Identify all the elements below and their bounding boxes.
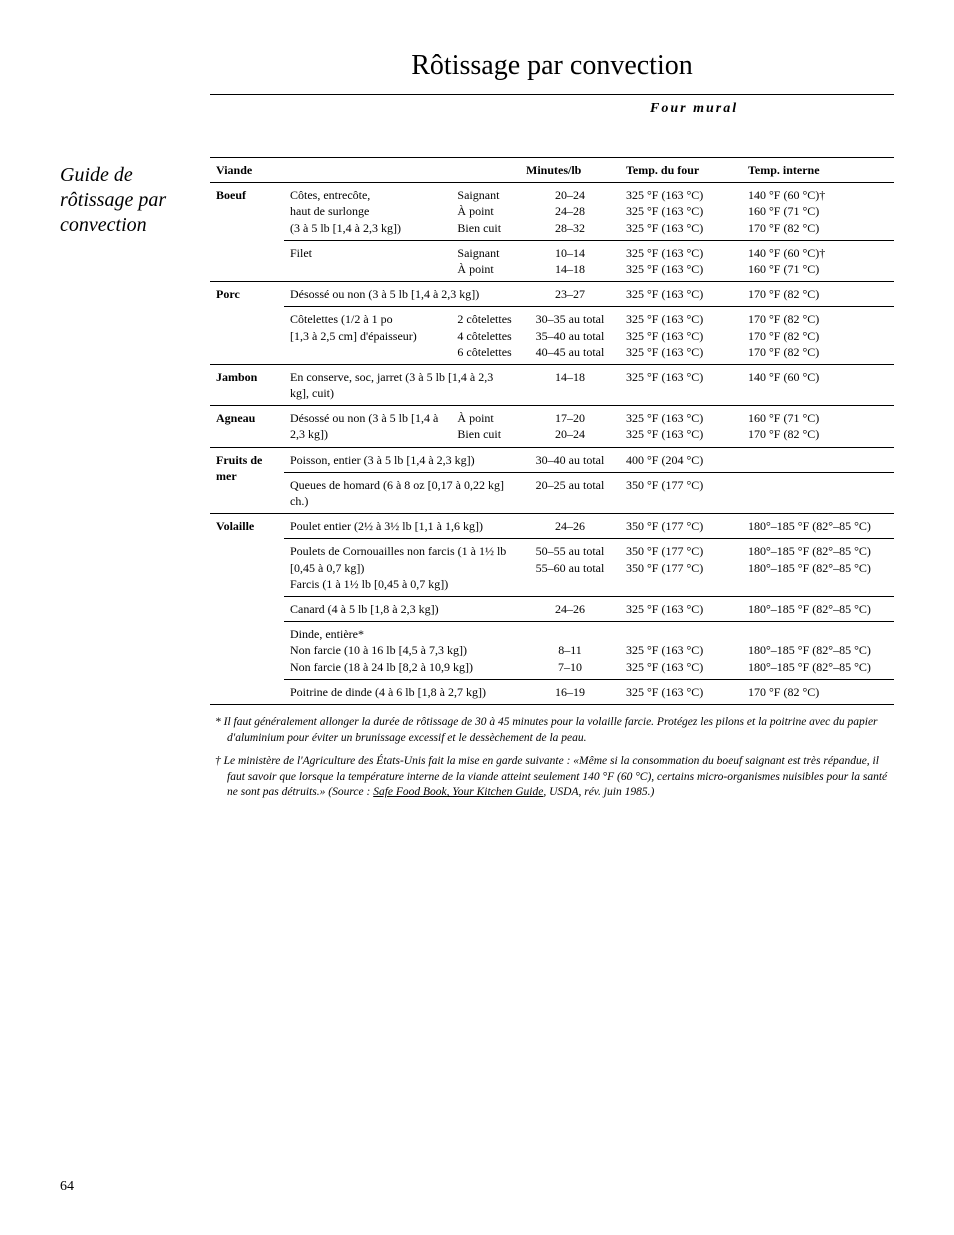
poul-min-2: 50–55 au total 55–60 au total [520, 539, 620, 597]
page-title: Rôtissage par convection [210, 50, 894, 88]
beef-int-2: 140 °F (60 °C)† 160 °F (71 °C) [742, 240, 894, 281]
lamb-oven-1: 325 °F (163 °C) 325 °F (163 °C) [620, 406, 742, 447]
ham-int-1: 140 °F (60 °C) [742, 364, 894, 405]
poul-oven-4: 325 °F (163 °C) 325 °F (163 °C) [620, 622, 742, 680]
poul-int-4: 180°–185 °F (82°–85 °C) 180°–185 °F (82°… [742, 622, 894, 680]
poul-min-5: 16–19 [520, 679, 620, 704]
cat-seafood: Fruits de mer [210, 447, 284, 514]
pork-int-2: 170 °F (82 °C) 170 °F (82 °C) 170 °F (82… [742, 307, 894, 365]
header: Rôtissage par convection Four mural [210, 50, 894, 117]
footnote-1: * Il faut généralement allonger la durée… [227, 715, 894, 746]
beef-cut-1: Côtes, entrecôte, haut de surlonge (3 à … [284, 183, 451, 241]
footnote-2: † Le ministère de l'Agriculture des État… [227, 754, 894, 801]
col-header-oven: Temp. du four [620, 158, 742, 183]
sea-min-1: 30–40 au total [520, 447, 620, 472]
sea-min-2: 20–25 au total [520, 472, 620, 513]
poul-oven-1: 350 °F (177 °C) [620, 514, 742, 539]
poul-cut-2: Poulets de Cornouailles non farcis (1 à … [284, 539, 520, 597]
sea-cut-2: Queues de homard (6 à 8 oz [0,17 à 0,22 … [284, 472, 520, 513]
sea-int-2 [742, 472, 894, 513]
poul-int-5: 170 °F (82 °C) [742, 679, 894, 704]
lamb-int-1: 160 °F (71 °C) 170 °F (82 °C) [742, 406, 894, 447]
poul-cut-4: Dinde, entière* Non farcie (10 à 16 lb [… [284, 622, 520, 680]
poul-cut-1: Poulet entier (2½ à 3½ lb [1,1 à 1,6 kg]… [284, 514, 520, 539]
footnotes: * Il faut généralement allonger la durée… [210, 715, 894, 801]
beef-int-1: 140 °F (60 °C)† 160 °F (71 °C) 170 °F (8… [742, 183, 894, 241]
sea-oven-2: 350 °F (177 °C) [620, 472, 742, 513]
col-header-internal: Temp. interne [742, 158, 894, 183]
col-header-minutes: Minutes/lb [520, 158, 620, 183]
pork-oven-1: 325 °F (163 °C) [620, 282, 742, 307]
roasting-table: Viande Minutes/lb Temp. du four Temp. in… [210, 157, 894, 809]
poul-int-3: 180°–185 °F (82°–85 °C) [742, 596, 894, 621]
poul-min-4: 8–11 7–10 [520, 622, 620, 680]
cat-beef: Boeuf [210, 183, 284, 282]
ham-min-1: 14–18 [520, 364, 620, 405]
beef-min-2: 10–14 14–18 [520, 240, 620, 281]
beef-done-1: Saignant À point Bien cuit [451, 183, 520, 241]
side-heading: Guide de rôtissage par convection [60, 157, 210, 238]
poul-int-1: 180°–185 °F (82°–85 °C) [742, 514, 894, 539]
pork-min-2: 30–35 au total 35–40 au total 40–45 au t… [520, 307, 620, 365]
cat-poultry: Volaille [210, 514, 284, 705]
lamb-done-1: À point Bien cuit [451, 406, 520, 447]
lamb-min-1: 17–20 20–24 [520, 406, 620, 447]
cat-pork: Porc [210, 282, 284, 365]
poul-oven-5: 325 °F (163 °C) [620, 679, 742, 704]
page-subtitle: Four mural [650, 101, 738, 117]
pork-int-1: 170 °F (82 °C) [742, 282, 894, 307]
poul-cut-3: Canard (4 à 5 lb [1,8 à 2,3 kg]) [284, 596, 520, 621]
poul-min-3: 24–26 [520, 596, 620, 621]
beef-cut-2: Filet [284, 240, 451, 281]
ham-oven-1: 325 °F (163 °C) [620, 364, 742, 405]
sea-oven-1: 400 °F (204 °C) [620, 447, 742, 472]
poul-oven-2: 350 °F (177 °C) 350 °F (177 °C) [620, 539, 742, 597]
sea-int-1 [742, 447, 894, 472]
ham-cut-1: En conserve, soc, jarret (3 à 5 lb [1,4 … [284, 364, 520, 405]
poul-oven-3: 325 °F (163 °C) [620, 596, 742, 621]
poul-min-1: 24–26 [520, 514, 620, 539]
beef-min-1: 20–24 24–28 28–32 [520, 183, 620, 241]
poul-cut-5: Poitrine de dinde (4 à 6 lb [1,8 à 2,7 k… [284, 679, 520, 704]
pork-min-1: 23–27 [520, 282, 620, 307]
col-header-meat: Viande [210, 158, 284, 183]
poul-int-2: 180°–185 °F (82°–85 °C) 180°–185 °F (82°… [742, 539, 894, 597]
beef-oven-1: 325 °F (163 °C) 325 °F (163 °C) 325 °F (… [620, 183, 742, 241]
beef-oven-2: 325 °F (163 °C) 325 °F (163 °C) [620, 240, 742, 281]
cat-lamb: Agneau [210, 406, 284, 447]
pork-oven-2: 325 °F (163 °C) 325 °F (163 °C) 325 °F (… [620, 307, 742, 365]
pork-done-2: 2 côtelettes 4 côtelettes 6 côtelettes [451, 307, 520, 365]
page-number: 64 [60, 1179, 74, 1195]
beef-done-2: Saignant À point [451, 240, 520, 281]
cat-ham: Jambon [210, 364, 284, 405]
sea-cut-1: Poisson, entier (3 à 5 lb [1,4 à 2,3 kg]… [284, 447, 520, 472]
lamb-cut-1: Désossé ou non (3 à 5 lb [1,4 à 2,3 kg]) [284, 406, 451, 447]
pork-cut-2: Côtelettes (1/2 à 1 po [1,3 à 2,5 cm] d'… [284, 307, 451, 365]
pork-cut-1: Désossé ou non (3 à 5 lb [1,4 à 2,3 kg]) [284, 282, 520, 307]
